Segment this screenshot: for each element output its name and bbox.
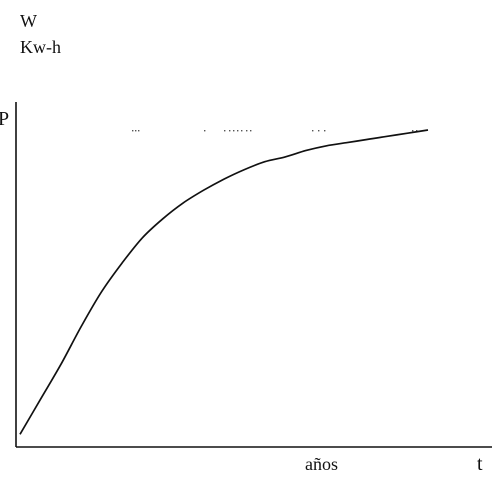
series-line (19, 129, 429, 435)
y-unit-label-kwh: Kw-h (20, 37, 61, 57)
x-axis-label: años (305, 454, 338, 474)
y-top-marker: P (0, 108, 9, 130)
top-dotted-ticks (132, 130, 418, 132)
x-axis-symbol: t (477, 453, 483, 475)
y-unit-label-w: W (20, 11, 37, 31)
